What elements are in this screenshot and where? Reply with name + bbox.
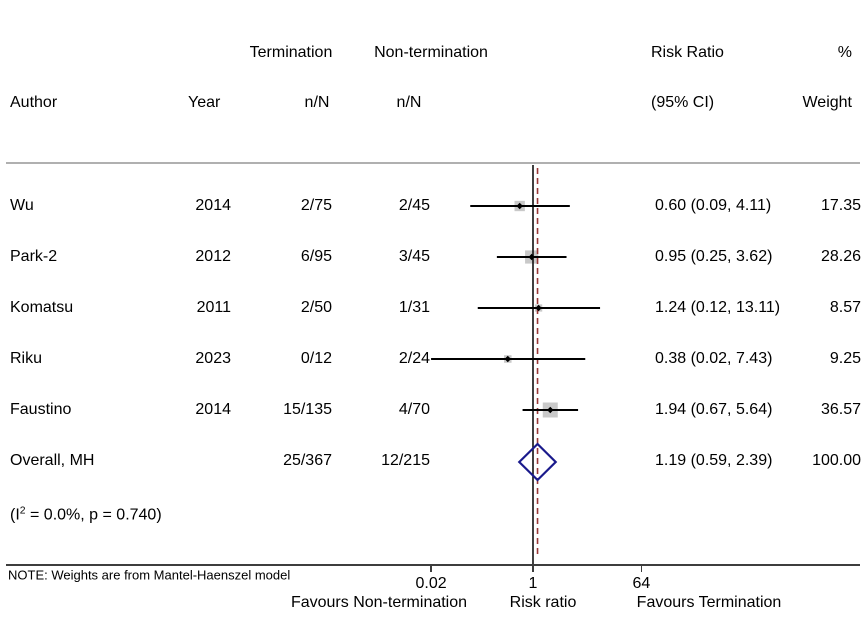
x-axis-tick [430, 565, 432, 572]
author-cell: Komatsu [10, 299, 74, 316]
header-group-termination: Termination [249, 44, 333, 61]
weight-square [504, 355, 512, 363]
year-cell: 2012 [195, 248, 231, 265]
rr-ci-cell: 0.60 (0.09, 4.11) [655, 197, 772, 214]
weight-cell: 28.26 [820, 248, 861, 265]
author-cell: Faustino [10, 401, 72, 418]
x-axis-line [6, 564, 860, 566]
header-risk-ratio: Risk Ratio [651, 44, 724, 61]
author-cell: Wu [10, 197, 34, 214]
nontermination-nn-cell: 2/24 [398, 350, 430, 367]
het-suffix: = 0.0%, p = 0.740) [25, 506, 162, 524]
header-nn-nontermination: n/N [396, 94, 422, 111]
header-separator-line [6, 162, 860, 164]
termination-nn-cell: 6/95 [300, 248, 332, 265]
overall-diamond [517, 442, 558, 482]
point-estimate-marker [528, 253, 535, 261]
rr-ci-cell: 0.95 (0.25, 3.62) [655, 248, 773, 265]
point-estimate-marker [535, 304, 542, 312]
termination-nn-cell: 0/12 [300, 350, 332, 367]
x-axis-tick [640, 565, 643, 572]
heterogeneity-text: (I2 = 0.0%, p = 0.740) [10, 505, 162, 524]
weight-cell: 8.57 [829, 299, 861, 316]
point-estimate-marker [516, 202, 523, 210]
author-cell: Park-2 [10, 248, 58, 265]
x-axis-tick-label: 1 [528, 575, 538, 592]
nontermination-nn-cell: 1/31 [398, 299, 430, 316]
weight-square [525, 250, 539, 264]
weight-square [514, 200, 525, 212]
rr-ci-cell: 0.38 (0.02, 7.43) [655, 350, 773, 367]
year-cell: 2023 [195, 350, 231, 367]
weight-square [534, 304, 543, 312]
termination-nn-cell: 25/367 [283, 452, 332, 469]
point-estimate-marker [547, 406, 554, 414]
het-prefix: (I [10, 506, 20, 524]
nontermination-nn-cell: 4/70 [398, 401, 430, 418]
year-cell: 2014 [195, 401, 231, 418]
year-cell: 2011 [196, 299, 231, 316]
weight-cell: 36.57 [820, 401, 861, 418]
rr-ci-cell: 1.24 (0.12, 13.11) [655, 299, 781, 316]
header-year: Year [188, 94, 221, 111]
termination-nn-cell: 2/50 [300, 299, 332, 316]
axis-label-favours-nontermination: Favours Non-termination [290, 594, 468, 611]
x-axis-tick [532, 565, 534, 572]
rr-ci-cell: 1.19 (0.59, 2.39) [655, 452, 773, 469]
nontermination-nn-cell: 12/215 [381, 452, 430, 469]
header-weight: Weight [802, 94, 852, 111]
weight-cell: 17.35 [820, 197, 861, 214]
nontermination-nn-cell: 3/45 [398, 248, 430, 265]
axis-label-risk-ratio: Risk ratio [509, 594, 577, 611]
header-95ci: (95% CI) [651, 94, 715, 111]
rr-ci-cell: 1.94 (0.67, 5.64) [655, 401, 773, 418]
author-cell: Overall, MH [10, 452, 95, 469]
weight-cell: 9.25 [829, 350, 861, 367]
year-cell: 2014 [195, 197, 231, 214]
weight-square [542, 402, 558, 418]
note-text: NOTE: Weights are from Mantel-Haenszel m… [8, 567, 291, 583]
header-nn-termination: n/N [304, 94, 330, 111]
nontermination-nn-cell: 2/45 [398, 197, 430, 214]
point-estimate-marker [504, 355, 511, 363]
header-percent: % [837, 44, 852, 61]
termination-nn-cell: 15/135 [283, 401, 332, 418]
termination-nn-cell: 2/75 [300, 197, 332, 214]
axis-label-favours-termination: Favours Termination [636, 594, 782, 611]
x-axis-tick-label: 0.02 [415, 575, 447, 592]
header-author: Author [10, 94, 58, 111]
x-axis-tick-label: 64 [632, 575, 651, 592]
weight-cell: 100.00 [812, 452, 861, 469]
het-superscript: 2 [19, 505, 26, 517]
author-cell: Riku [10, 350, 43, 367]
header-group-nontermination: Non-termination [374, 44, 488, 61]
